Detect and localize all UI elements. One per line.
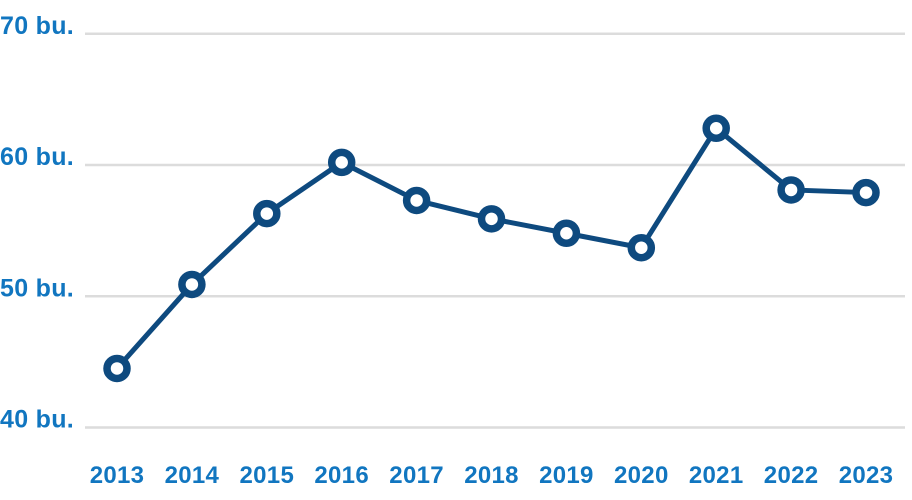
data-point-marker <box>253 199 281 228</box>
x-axis-tick-label: 2018 <box>464 462 519 489</box>
data-point-marker <box>402 186 431 215</box>
y-axis-tick-label: 40 bu. <box>0 406 74 434</box>
x-axis-tick-label: 2021 <box>689 462 744 489</box>
x-axis-tick-label: 2019 <box>539 462 594 489</box>
x-axis-tick-label: 2023 <box>839 462 894 489</box>
y-axis-tick-label: 70 bu. <box>0 12 74 40</box>
data-point-marker <box>327 148 356 177</box>
x-axis-tick-label: 2014 <box>165 462 220 489</box>
data-point-marker <box>477 205 506 233</box>
data-point-marker <box>777 176 805 204</box>
y-axis-tick-label: 60 bu. <box>0 143 74 171</box>
x-axis-tick-label: 2020 <box>614 462 669 489</box>
data-point-marker <box>852 178 880 207</box>
y-axis-tick-label: 50 bu. <box>0 274 74 302</box>
x-axis-tick-label: 2022 <box>764 462 819 489</box>
data-point-marker <box>702 114 730 142</box>
x-axis-tick-label: 2017 <box>389 462 444 489</box>
data-point-marker <box>627 233 656 262</box>
data-point-marker <box>552 219 581 247</box>
x-axis-tick-label: 2013 <box>90 462 145 489</box>
data-point-marker <box>178 270 206 299</box>
x-axis-tick-label: 2015 <box>240 462 295 489</box>
data-point-marker <box>103 354 131 383</box>
x-axis-tick-label: 2016 <box>314 462 369 489</box>
